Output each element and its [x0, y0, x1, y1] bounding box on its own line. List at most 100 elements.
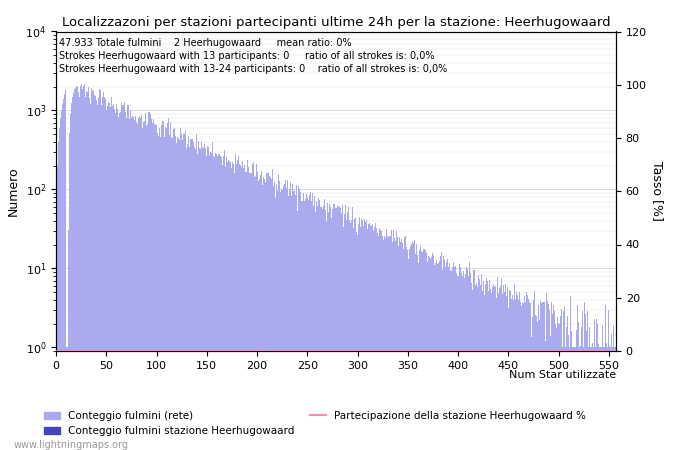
Bar: [415, 254, 416, 450]
Bar: [225, 167, 226, 450]
Bar: [183, 134, 185, 450]
Bar: [60, 118, 61, 450]
Bar: [581, 327, 582, 450]
Bar: [344, 205, 346, 450]
Bar: [169, 122, 171, 450]
Bar: [246, 172, 247, 450]
Bar: [285, 180, 286, 450]
Bar: [580, 346, 581, 450]
Bar: [263, 177, 264, 450]
Bar: [591, 347, 592, 450]
Bar: [377, 233, 378, 450]
Bar: [470, 273, 471, 450]
Bar: [379, 230, 381, 450]
Bar: [301, 201, 302, 450]
Bar: [503, 284, 505, 450]
Bar: [498, 293, 499, 450]
Bar: [291, 196, 293, 450]
Bar: [323, 206, 324, 450]
Y-axis label: Tasso [%]: Tasso [%]: [650, 161, 664, 221]
Bar: [108, 102, 109, 450]
Bar: [587, 311, 588, 450]
Bar: [600, 347, 601, 450]
Bar: [480, 285, 482, 450]
Bar: [601, 347, 602, 450]
Bar: [268, 173, 269, 450]
Bar: [537, 322, 538, 450]
Bar: [248, 167, 249, 450]
Bar: [526, 295, 528, 450]
Bar: [372, 231, 374, 450]
Bar: [428, 256, 429, 450]
Bar: [474, 270, 475, 450]
Bar: [198, 140, 199, 450]
Bar: [265, 182, 266, 450]
Bar: [478, 275, 480, 450]
Bar: [199, 149, 201, 450]
Bar: [281, 189, 282, 450]
Bar: [403, 248, 404, 450]
Bar: [151, 123, 153, 450]
Bar: [78, 92, 79, 450]
Bar: [612, 347, 613, 450]
Bar: [429, 257, 430, 450]
Bar: [487, 281, 489, 450]
Bar: [243, 168, 244, 450]
Bar: [127, 105, 128, 450]
Bar: [482, 291, 483, 450]
Bar: [90, 104, 91, 450]
Bar: [59, 128, 60, 450]
Bar: [266, 173, 267, 450]
Bar: [558, 323, 559, 450]
Bar: [486, 279, 487, 450]
Bar: [440, 256, 441, 450]
Bar: [577, 305, 578, 450]
Bar: [576, 330, 577, 450]
Bar: [597, 324, 598, 450]
Bar: [551, 302, 552, 450]
Bar: [221, 157, 222, 450]
Bar: [607, 347, 608, 450]
Bar: [223, 156, 224, 450]
Bar: [500, 286, 501, 450]
Bar: [128, 105, 130, 450]
Bar: [602, 325, 603, 450]
Bar: [69, 133, 70, 450]
Bar: [310, 193, 312, 450]
Bar: [201, 142, 202, 450]
Bar: [63, 99, 64, 450]
Bar: [92, 91, 93, 450]
Bar: [74, 89, 75, 450]
Bar: [72, 97, 73, 450]
Bar: [414, 240, 415, 450]
Bar: [196, 134, 197, 450]
Bar: [384, 236, 385, 450]
Bar: [471, 283, 472, 450]
Bar: [102, 98, 104, 450]
Bar: [417, 255, 418, 450]
Bar: [393, 230, 394, 450]
Bar: [401, 239, 402, 450]
Bar: [135, 116, 136, 450]
Bar: [148, 112, 150, 450]
Bar: [300, 192, 301, 450]
Bar: [113, 104, 114, 450]
Bar: [445, 267, 446, 450]
Bar: [574, 347, 575, 450]
Bar: [378, 235, 379, 450]
Bar: [395, 231, 397, 450]
Bar: [461, 273, 462, 450]
Bar: [358, 217, 360, 450]
Bar: [408, 259, 409, 450]
Bar: [58, 142, 59, 450]
Bar: [282, 189, 284, 450]
Bar: [262, 185, 263, 450]
Bar: [193, 142, 194, 450]
Bar: [455, 266, 456, 450]
Bar: [298, 186, 300, 450]
Bar: [230, 162, 231, 450]
Bar: [73, 93, 74, 450]
Bar: [238, 157, 239, 450]
Bar: [453, 262, 454, 450]
Bar: [475, 284, 476, 450]
